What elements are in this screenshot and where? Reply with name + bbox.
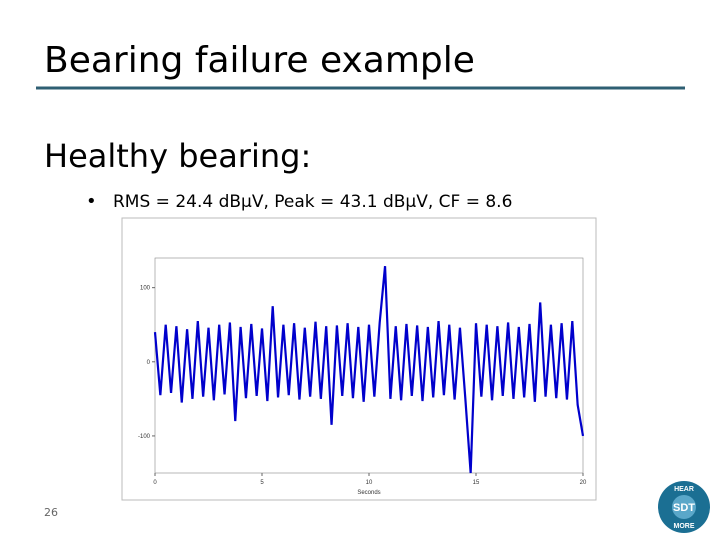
logo-inner [672, 495, 696, 519]
x-tick-label: 0 [153, 480, 157, 486]
y-tick-label: -100 [138, 434, 151, 440]
page-number: 26 [44, 506, 58, 519]
logo-top: HEAR [674, 486, 694, 493]
y-tick-label: 0 [147, 360, 151, 366]
x-tick-label: 15 [473, 480, 480, 486]
x-axis-label: Seconds [357, 490, 380, 496]
heading: Healthy bearing: [44, 137, 311, 175]
y-tick-label: 100 [140, 286, 151, 292]
logo: HEAR SDT MORE [658, 481, 710, 533]
waveform [153, 266, 585, 474]
slide-title: Bearing failure example [44, 40, 475, 81]
x-tick-label: 20 [580, 480, 587, 486]
chart: -100 0 100 0 5 10 15 20 Seconds [138, 257, 587, 496]
plot-area [154, 257, 584, 474]
x-tick-label: 10 [366, 480, 373, 486]
x-tick-label: 5 [260, 480, 264, 486]
bullet-dot: • [86, 191, 97, 212]
logo-bottom: MORE [674, 523, 695, 530]
logo-center: SDT [673, 502, 695, 514]
bullet-text: RMS = 24.4 dBµV, Peak = 43.1 dBµV, CF = … [113, 192, 512, 212]
